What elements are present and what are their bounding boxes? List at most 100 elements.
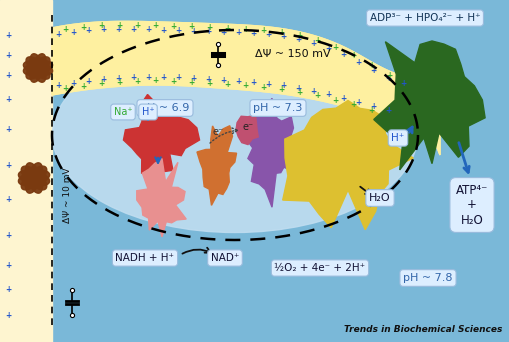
Text: +: +: [84, 77, 91, 86]
Text: +: +: [279, 32, 286, 41]
Text: +: +: [339, 50, 346, 59]
Text: +: +: [205, 75, 211, 84]
Text: +: +: [100, 75, 106, 84]
Text: +: +: [294, 35, 300, 44]
Text: +: +: [384, 74, 390, 83]
Text: +: +: [84, 26, 91, 35]
Text: +: +: [206, 23, 212, 32]
Polygon shape: [30, 54, 46, 82]
Text: +: +: [5, 51, 11, 60]
Polygon shape: [236, 115, 258, 145]
Text: +: +: [80, 81, 86, 91]
Polygon shape: [18, 170, 49, 186]
Text: +: +: [169, 22, 176, 31]
Text: +: +: [5, 70, 11, 79]
Text: +: +: [133, 21, 140, 30]
Text: H⁺: H⁺: [142, 107, 154, 117]
Text: +: +: [369, 102, 376, 111]
Text: +: +: [116, 78, 122, 87]
Text: ADP³⁻ + HPO₄²⁻ + H⁺: ADP³⁻ + HPO₄²⁻ + H⁺: [369, 13, 479, 23]
Text: +: +: [62, 84, 68, 93]
Polygon shape: [196, 126, 236, 205]
Text: +: +: [145, 25, 151, 34]
Text: +: +: [133, 77, 140, 86]
Text: +: +: [235, 77, 241, 86]
Text: +: +: [5, 261, 11, 269]
Text: +: +: [349, 100, 355, 109]
Text: H₂O: H₂O: [369, 193, 390, 203]
Text: +: +: [130, 73, 136, 82]
Text: +: +: [294, 84, 300, 93]
Polygon shape: [26, 57, 50, 79]
Text: ATP⁴⁻
+
H₂O: ATP⁴⁻ + H₂O: [455, 184, 487, 226]
Text: +: +: [159, 73, 166, 81]
Text: +: +: [384, 106, 390, 115]
Text: +: +: [5, 286, 11, 294]
Text: +: +: [279, 81, 286, 91]
Text: +: +: [295, 88, 301, 97]
Text: +: +: [98, 79, 104, 88]
Text: +: +: [70, 28, 76, 37]
Text: +: +: [260, 26, 266, 35]
Text: +: +: [5, 126, 11, 134]
Text: +: +: [324, 90, 330, 99]
Text: +: +: [385, 70, 391, 79]
Text: +: +: [189, 74, 196, 83]
Text: +: +: [249, 78, 256, 87]
Text: +: +: [159, 26, 166, 35]
Text: +: +: [369, 66, 376, 75]
Text: +: +: [354, 98, 360, 107]
Text: +: +: [249, 29, 256, 38]
Text: +: +: [206, 79, 212, 88]
Polygon shape: [26, 57, 50, 79]
Text: pH ~ 7.3: pH ~ 7.3: [253, 103, 302, 113]
Text: +: +: [70, 79, 76, 88]
Polygon shape: [52, 22, 439, 155]
Text: +: +: [62, 25, 68, 34]
Text: +: +: [277, 28, 284, 37]
Text: +: +: [115, 74, 121, 83]
Text: Na⁺: Na⁺: [114, 107, 132, 117]
Text: +: +: [187, 23, 194, 31]
Text: +: +: [367, 106, 374, 115]
Polygon shape: [23, 61, 52, 75]
Text: +: +: [313, 91, 320, 101]
Text: +: +: [354, 58, 360, 67]
Text: +: +: [116, 21, 122, 30]
Text: +: +: [5, 30, 11, 39]
Text: H⁺: H⁺: [390, 133, 404, 143]
Text: e⁻: e⁻: [212, 127, 223, 137]
Text: +: +: [313, 36, 320, 45]
Text: +: +: [309, 87, 316, 95]
Polygon shape: [123, 94, 199, 176]
Ellipse shape: [52, 38, 417, 233]
Polygon shape: [282, 101, 412, 230]
Polygon shape: [373, 41, 484, 170]
Text: e⁻: e⁻: [242, 122, 253, 132]
Polygon shape: [23, 61, 52, 75]
Text: +: +: [219, 76, 225, 85]
Text: +: +: [223, 24, 230, 33]
Polygon shape: [25, 163, 42, 193]
Text: +: +: [169, 77, 176, 86]
Text: +: +: [145, 73, 151, 81]
Text: +: +: [264, 30, 271, 39]
Text: +: +: [100, 25, 106, 34]
Polygon shape: [21, 166, 47, 190]
Bar: [0, 0, 52, 342]
Text: +: +: [277, 85, 284, 94]
Text: +: +: [5, 160, 11, 170]
Text: +: +: [324, 44, 330, 53]
Text: +: +: [5, 196, 11, 205]
Text: +: +: [399, 79, 405, 88]
Text: +: +: [235, 28, 241, 37]
Text: +: +: [219, 28, 225, 37]
Text: +: +: [187, 78, 194, 87]
Text: +: +: [5, 311, 11, 319]
Text: ½O₂ + 4e⁻ + 2H⁺: ½O₂ + 4e⁻ + 2H⁺: [274, 263, 365, 273]
Text: +: +: [175, 26, 181, 35]
Text: +: +: [115, 25, 121, 34]
Polygon shape: [136, 159, 186, 237]
Text: ΔΨ ~ 150 mV: ΔΨ ~ 150 mV: [254, 49, 330, 59]
Text: +: +: [367, 61, 374, 70]
